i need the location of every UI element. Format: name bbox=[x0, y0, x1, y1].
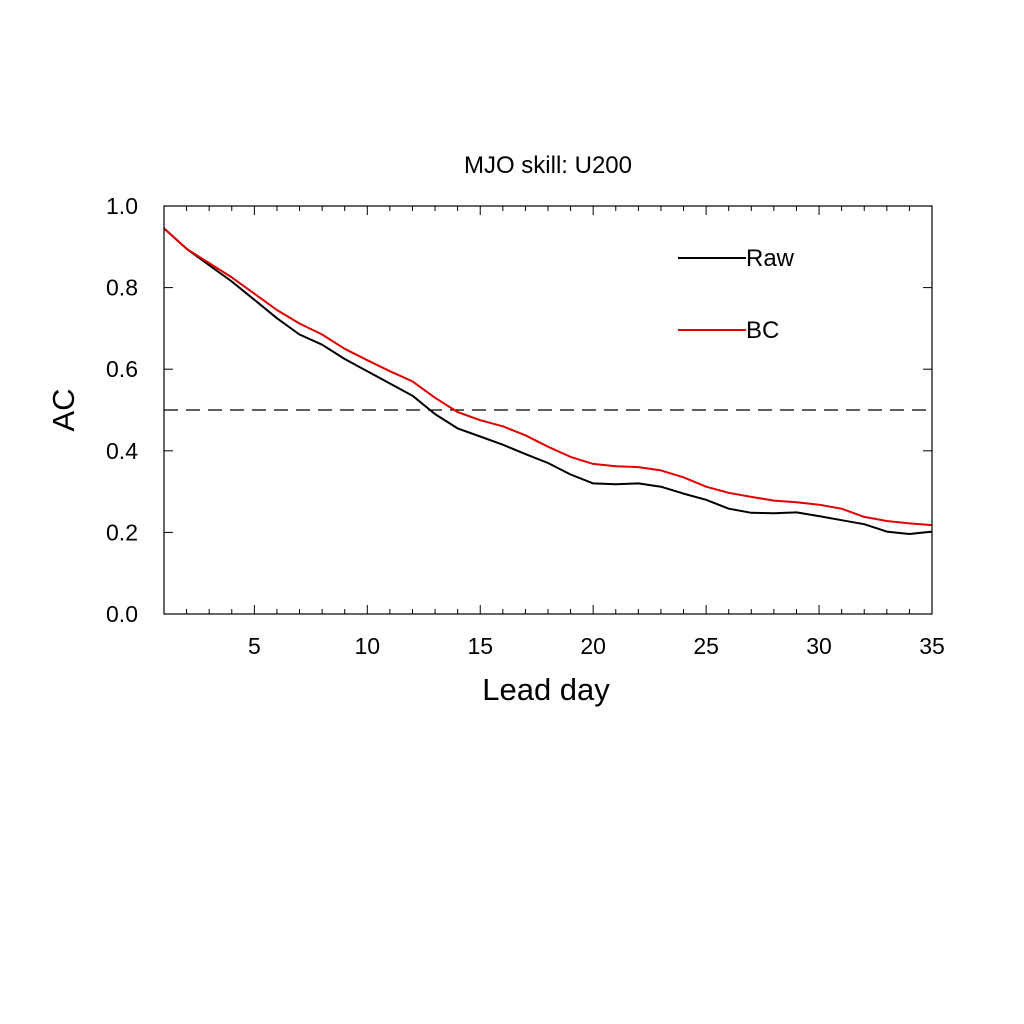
x-tick-label: 25 bbox=[693, 633, 719, 659]
x-tick-label: 35 bbox=[919, 633, 945, 659]
y-tick-label: 1.0 bbox=[106, 193, 138, 219]
legend-label-raw: Raw bbox=[746, 245, 795, 272]
x-tick-label: 30 bbox=[806, 633, 832, 659]
series-line-raw bbox=[163, 227, 933, 535]
series-line-bc bbox=[163, 227, 933, 527]
plot-frame bbox=[163, 205, 933, 615]
series-group bbox=[163, 227, 933, 535]
legend-label-bc: BC bbox=[746, 317, 779, 344]
x-tick-label: 10 bbox=[354, 633, 380, 659]
x-axis-label: Lead day bbox=[482, 672, 610, 707]
x-tick-label: 5 bbox=[248, 633, 261, 659]
tick-labels: 5 10 15 20 25 30 35 0.0 0.2 0.4 0.6 0.8 1.0 bbox=[106, 193, 945, 659]
y-tick-label: 0.0 bbox=[106, 601, 138, 627]
chart-title: MJO skill: U200 bbox=[464, 152, 632, 179]
y-axis-label: AC bbox=[46, 388, 81, 431]
y-tick-label: 0.4 bbox=[106, 438, 138, 464]
y-tick-label: 0.2 bbox=[106, 519, 138, 545]
legend: Raw BC bbox=[678, 245, 795, 344]
x-tick-label: 15 bbox=[467, 633, 493, 659]
y-tick-label: 0.8 bbox=[106, 275, 138, 301]
axis-ticks bbox=[163, 205, 933, 615]
x-tick-label: 20 bbox=[580, 633, 606, 659]
y-tick-label: 0.6 bbox=[106, 356, 138, 382]
